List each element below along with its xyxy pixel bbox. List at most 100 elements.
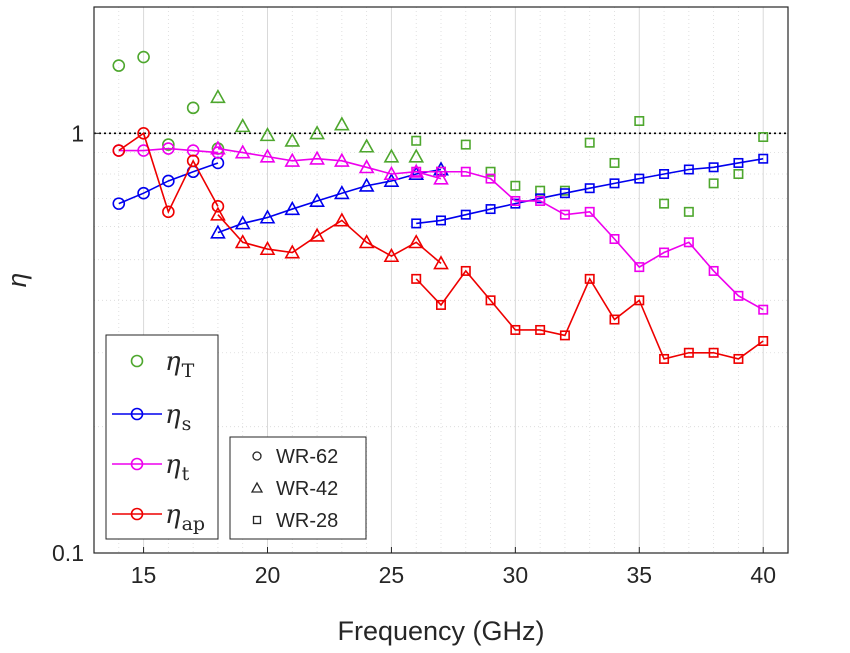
eta-t-wr-28-point	[535, 195, 546, 206]
eta-t-wr-28-point	[634, 262, 645, 273]
legend-waveguide-label: WR-62	[276, 446, 338, 468]
eta-t-wr-42-point	[309, 150, 325, 165]
eta-t-wr-28-point	[609, 234, 620, 245]
legend-label-subscript: t	[182, 463, 190, 485]
legend-triangle-marker	[250, 481, 264, 493]
eta-T-wr-62-point	[186, 101, 200, 115]
eta-ap-wr-28-point	[510, 324, 521, 335]
eta-T-wr-42-point	[284, 132, 301, 147]
eta-s-wr-42-point	[210, 224, 226, 239]
eta-ap-wr-42-point	[408, 234, 425, 249]
eta-t-wr-28-point	[659, 247, 670, 258]
eta-s-wr-42-point	[358, 177, 375, 192]
eta-s-wr-28-point	[411, 218, 422, 229]
legend-marker-sample	[130, 507, 144, 521]
eta-s-wr-28-point	[559, 188, 570, 199]
eta-T-wr-42-point	[210, 88, 226, 104]
eta-s-wr-28-point	[708, 162, 719, 173]
eta-t-wr-28-point	[411, 166, 422, 177]
x-tick-label: 25	[379, 562, 405, 588]
eta-ap-wr-42-point	[383, 247, 400, 263]
eta-s-wr-28-point	[733, 157, 744, 168]
eta-ap-wr-62-point	[162, 205, 175, 219]
eta-T-wr-28-point	[584, 137, 595, 148]
eta-s-wr-42-series	[210, 161, 449, 239]
eta-T-wr-28-point	[758, 132, 769, 143]
eta-T-wr-28-point	[733, 169, 744, 180]
x-tick-label: 35	[626, 562, 652, 588]
eta-ap-wr-28-point	[708, 347, 719, 358]
eta-ap-wr-28-point	[733, 353, 744, 364]
y-axis-title: η	[2, 273, 32, 287]
eta-ap-wr-62-point	[137, 127, 150, 140]
legend-waveguide-label: WR-28	[276, 510, 338, 532]
eta-ap-wr-28-point	[758, 336, 769, 347]
eta-ap-wr-42-point	[259, 240, 276, 256]
eta-T-wr-42-point	[259, 127, 276, 142]
eta-t-wr-28-point	[510, 195, 521, 206]
eta-T-wr-42-point	[358, 138, 375, 153]
x-tick-label: 15	[131, 562, 157, 588]
eta-ap-wr-28-point	[634, 295, 645, 306]
eta-ap-wr-28-point	[411, 273, 422, 284]
legend-marker-sample	[130, 354, 144, 368]
legend-waveguide-label: WR-42	[276, 478, 338, 500]
waveguide-legend-box	[229, 436, 367, 540]
eta-ap-wr-28-point	[435, 299, 446, 310]
eta-s-wr-42-point	[259, 209, 276, 224]
eta-t-wr-28-point	[435, 166, 446, 177]
eta-t-wr-42-series	[210, 140, 449, 185]
eta-s-wr-28-point	[609, 178, 620, 189]
eta-t-wr-28-point	[758, 304, 769, 315]
eta-T-wr-28-point	[485, 166, 496, 177]
eta-s-wr-28-point	[758, 153, 769, 164]
eta-T-wr-42-point	[333, 116, 350, 131]
eta-ap-wr-62-point	[186, 154, 200, 168]
legend-marker-sample	[130, 457, 144, 471]
eta-t-wr-42-point	[333, 152, 350, 167]
legend-wr-62: WR-62	[252, 446, 338, 468]
eta-ap-wr-42-point	[284, 244, 301, 259]
eta-ap-wr-42-point	[358, 234, 375, 249]
legend-label-subscript: ap	[182, 513, 206, 535]
eta-ap-wr-28-line	[415, 269, 764, 360]
eta-ap-wr-42-point	[234, 234, 251, 249]
eta-ap-wr-62-line	[118, 132, 219, 215]
eta-t-wr-42-line	[217, 147, 442, 180]
eta-s-wr-42-point	[333, 185, 350, 200]
legend-wr-42: WR-42	[250, 478, 338, 500]
eta-T-wr-42-point	[408, 148, 425, 163]
eta-T-wr-42-point	[309, 125, 325, 140]
y-tick-label: 0.1	[52, 540, 84, 566]
series-legend-box	[105, 334, 219, 540]
eta-ap-wr-28-point	[683, 347, 694, 358]
legend-marker-sample	[130, 407, 144, 421]
eta-ap-wr-28-point	[485, 295, 496, 306]
eta-s-wr-42-point	[309, 192, 325, 207]
x-ticks: 15 20 25 30 35 40	[131, 547, 776, 588]
eta-T-wr-28-point	[683, 206, 694, 217]
legend-label-subscript: T	[182, 360, 195, 382]
eta-s-wr-28-point	[634, 173, 645, 184]
eta-t-wr-28-point	[708, 265, 719, 276]
waveguide-legend-items: WR-62 WR-42 WR-28	[250, 446, 338, 532]
eta-ap-wr-42-point	[433, 255, 449, 270]
eta-T-wr-28-point	[659, 198, 670, 209]
eta-s-wr-62-line	[118, 162, 219, 205]
eta-s-wr-42-point	[234, 215, 251, 230]
eta-ap-wr-28-point	[659, 353, 670, 364]
eta-T-wr-42-series	[210, 88, 449, 176]
eta-t-wr-42-point	[234, 144, 251, 159]
eta-T-wr-28-point	[411, 135, 422, 146]
eta-s-wr-42-line	[217, 168, 442, 234]
eta-t-wr-28-point	[485, 173, 496, 184]
eta-s-wr-42-point	[284, 200, 301, 216]
eta-t-wr-42-point	[433, 170, 449, 185]
eta-s-wr-28-point	[683, 164, 694, 175]
eta-s-wr-42-point	[383, 172, 400, 187]
eta-t-wr-28-point	[559, 209, 570, 220]
eta-T-wr-28-point	[609, 157, 620, 168]
eta-t-wr-28-point	[584, 206, 595, 217]
